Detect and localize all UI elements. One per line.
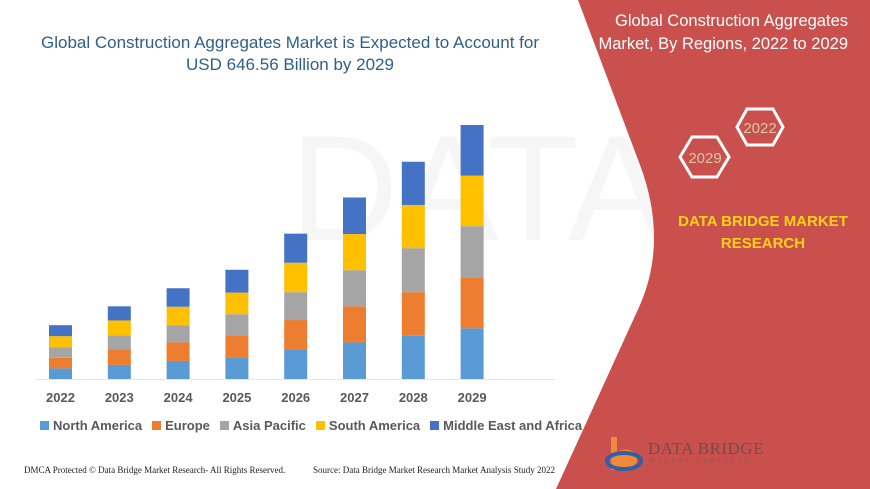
bar-segment xyxy=(49,325,72,337)
x-tick-label: 2027 xyxy=(340,390,369,405)
bar-segment xyxy=(401,204,425,249)
x-tick-label: 2023 xyxy=(105,390,134,405)
bar-segment xyxy=(460,175,484,227)
bar-segment xyxy=(401,292,425,336)
legend-label: South America xyxy=(328,418,421,433)
page-title: Global Construction Aggregates Market is… xyxy=(41,33,539,74)
legend-item: Europe xyxy=(152,418,210,433)
bar-segment xyxy=(166,342,190,361)
legend-label: Asia Pacific xyxy=(232,418,306,433)
legend: North America Europe Asia Pacific South … xyxy=(40,418,582,433)
legend-item: Asia Pacific xyxy=(219,418,306,433)
x-tick-label: 2026 xyxy=(281,390,310,405)
bar-segment xyxy=(166,360,190,379)
legend-swatch xyxy=(152,421,162,430)
bar-segment xyxy=(225,314,249,336)
hex-label-2029: 2029 xyxy=(688,150,721,167)
footer-copyright: DMCA Protected © Data Bridge Market Rese… xyxy=(24,465,286,475)
bar-segment xyxy=(107,306,131,321)
brand-name: DATA BRIDGE MARKET RESEARCH xyxy=(678,213,848,252)
side-panel xyxy=(556,0,870,489)
bar-segment xyxy=(166,306,190,326)
bar-segment xyxy=(49,368,72,379)
hexagon-2022 xyxy=(735,107,785,147)
bar-segment xyxy=(284,292,308,321)
bar-segment xyxy=(460,328,484,379)
bar-segment xyxy=(225,357,249,379)
logo-text: DATA BRIDGE xyxy=(648,439,765,458)
chart: 2022 2023 2024 2025 2026 2027 2028 2029 xyxy=(46,125,487,405)
x-tick-label: 2029 xyxy=(458,390,487,405)
legend-label: North America xyxy=(53,418,143,433)
bar-segment xyxy=(107,320,131,336)
legend-item: South America xyxy=(315,418,421,433)
legend-swatch xyxy=(40,421,49,430)
bar-segment xyxy=(343,197,366,235)
bar-segment xyxy=(401,335,425,379)
logo-icon xyxy=(605,437,643,471)
bar-segment xyxy=(284,349,308,379)
bar-segment xyxy=(284,262,308,293)
x-tick-label: 2024 xyxy=(164,390,194,405)
side-panel-title: Global Construction Aggregates Market, B… xyxy=(598,12,848,53)
bar-segment xyxy=(460,277,484,329)
x-tick-label: 2028 xyxy=(399,390,428,405)
bar-segment xyxy=(49,357,72,369)
bar-segment xyxy=(107,335,131,350)
hex-label-2022: 2022 xyxy=(743,120,776,137)
bar-segment xyxy=(107,364,131,379)
bar-segment xyxy=(343,234,366,271)
bar-segment xyxy=(225,335,249,358)
bar-segment xyxy=(460,125,484,176)
legend-label: Middle East and Africa xyxy=(443,418,583,433)
bar-segment xyxy=(343,342,366,379)
bar-segment xyxy=(284,233,308,263)
legend-label: Europe xyxy=(165,418,210,433)
bar-segment xyxy=(343,270,366,307)
bar-segment xyxy=(284,320,308,350)
x-tick-label: 2025 xyxy=(222,390,251,405)
x-tick-label: 2022 xyxy=(46,390,75,405)
legend-swatch xyxy=(430,421,440,430)
legend-swatch xyxy=(315,421,325,430)
bar-segment xyxy=(107,349,131,365)
bar-segment xyxy=(343,306,366,343)
bar-segment xyxy=(225,269,249,293)
legend-item: Middle East and Africa xyxy=(430,418,582,433)
hexagon-2029 xyxy=(678,135,731,179)
bar-segment xyxy=(166,325,190,343)
bar-segment xyxy=(49,336,72,348)
bar-segment xyxy=(401,248,425,293)
bar-segment xyxy=(460,226,484,278)
bar-segment xyxy=(401,161,425,205)
legend-swatch xyxy=(219,421,229,430)
bar-segment xyxy=(225,292,249,315)
bar-segment xyxy=(49,347,72,358)
footer-source: Source: Data Bridge Market Research Mark… xyxy=(313,465,555,475)
legend-item: North America xyxy=(40,418,142,433)
bar-segment xyxy=(166,288,190,307)
logo-subtext: MARKET RESEARCH xyxy=(649,459,753,465)
